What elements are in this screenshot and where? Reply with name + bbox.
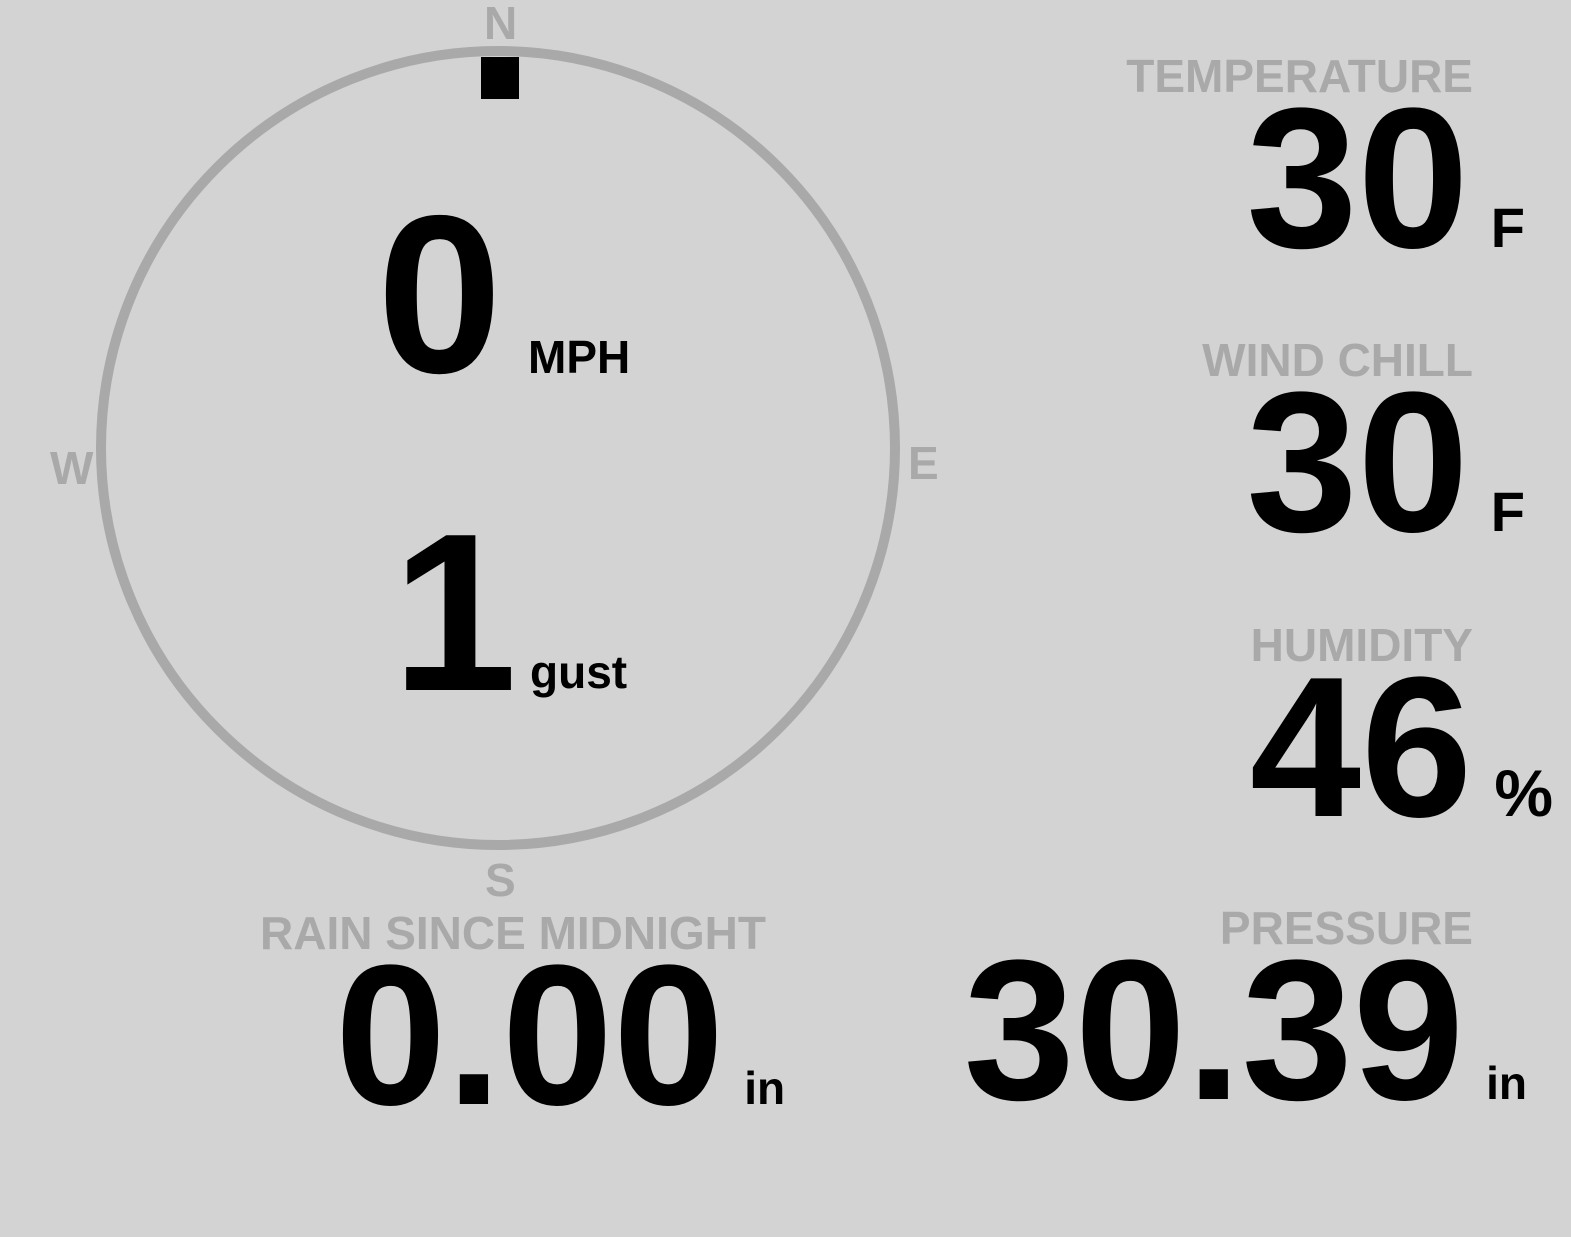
temperature-unit: F [1490, 196, 1525, 259]
wind-chill-unit: F [1490, 480, 1525, 543]
wind-speed-unit: MPH [528, 331, 631, 383]
rain-unit: in [744, 1062, 786, 1114]
humidity-panel: HUMIDITY 46% [1250, 622, 1553, 848]
rain-label: RAIN SINCE MIDNIGHT [260, 907, 766, 959]
compass-north-label: N [484, 0, 518, 49]
humidity-label: HUMIDITY [1250, 619, 1473, 671]
rain-panel: 0.00 in [335, 936, 785, 1136]
compass-east-label: E [908, 437, 939, 489]
wind-chill-panel: WIND CHILL 30 F [1202, 337, 1525, 563]
pressure-value: 30.39 [963, 919, 1465, 1142]
humidity-unit: % [1494, 756, 1553, 830]
wind-gust-value: 1 [392, 486, 518, 738]
humidity-value: 46 [1249, 636, 1473, 859]
temperature-panel: TEMPERATURE 30 F [1126, 53, 1525, 279]
temperature-value: 30 [1246, 67, 1469, 290]
wind-gust-unit: gust [530, 646, 628, 698]
compass-west-label: W [50, 442, 94, 494]
pressure-unit: in [1486, 1057, 1527, 1109]
pressure-label: PRESSURE [1219, 902, 1473, 954]
wind-chill-value: 30 [1246, 351, 1469, 574]
compass-ring [96, 46, 900, 850]
wind-chill-label: WIND CHILL [1202, 334, 1473, 386]
rain-value: 0.00 [335, 924, 725, 1147]
wind-direction-marker [481, 57, 519, 99]
temperature-label: TEMPERATURE [1126, 50, 1473, 102]
wind-speed-value: 0 [377, 168, 503, 420]
compass-south-label: S [485, 854, 516, 906]
pressure-panel: PRESSURE 30.39 in [964, 905, 1527, 1131]
